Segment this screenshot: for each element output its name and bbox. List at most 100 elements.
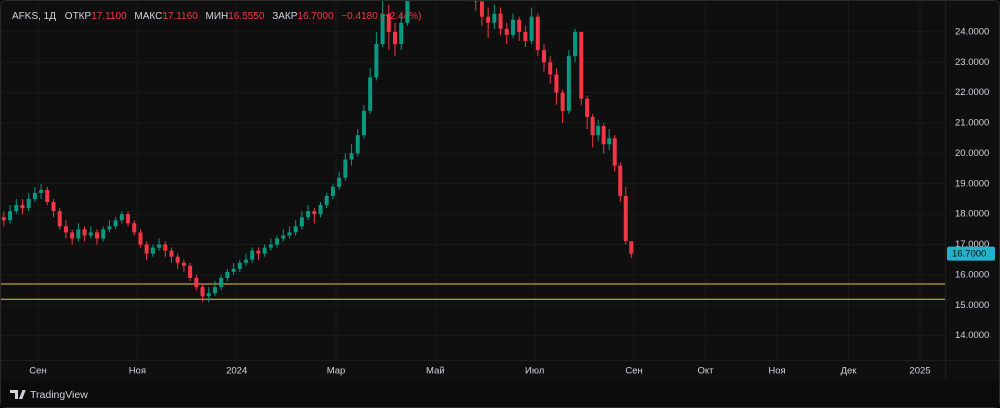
candle-body — [486, 16, 491, 23]
x-tick-label: 2024 — [226, 366, 247, 377]
candle-body — [293, 226, 298, 233]
footer — [1, 381, 999, 407]
candle-body — [175, 256, 180, 263]
high-value: 17.1160 — [162, 11, 198, 22]
candle-body — [312, 211, 317, 215]
candle-body — [601, 126, 606, 145]
candle-body — [330, 186, 335, 196]
candle-body — [101, 229, 106, 239]
candle-body — [138, 232, 143, 245]
open-value: 17.1100 — [91, 11, 127, 22]
candle-body — [70, 232, 75, 239]
y-tick-label: 16.0000 — [955, 269, 989, 280]
candle-body — [219, 277, 224, 288]
candle-body — [368, 77, 373, 111]
close-value: 16.7000 — [297, 11, 334, 22]
y-tick-label: 24.0000 — [955, 26, 989, 37]
candle-body — [243, 259, 248, 263]
candle-body — [88, 232, 93, 236]
candle-body — [523, 31, 528, 42]
candle-body — [324, 195, 329, 206]
candle-body — [32, 192, 37, 199]
candle-body — [504, 28, 509, 35]
candle-body — [299, 217, 304, 227]
candle-body — [548, 62, 553, 75]
y-tick-label: 22.0000 — [955, 87, 989, 98]
candle-body — [399, 22, 404, 45]
candle-body — [281, 235, 286, 239]
candle-body — [212, 287, 217, 294]
candle-body — [250, 250, 255, 260]
candle-body — [8, 211, 13, 221]
candle-body — [529, 16, 534, 42]
candle-body — [231, 268, 236, 272]
y-tick-label: 17.0000 — [955, 239, 989, 250]
y-tick-label: 20.0000 — [955, 148, 989, 159]
candle-body — [405, 1, 410, 23]
x-tick-label: Май — [426, 366, 445, 377]
candle-body — [590, 116, 595, 136]
candle-body — [76, 229, 81, 239]
candle-body — [542, 50, 547, 63]
open-label: ОТКР — [64, 11, 92, 22]
y-tick-label: 15.0000 — [955, 300, 989, 311]
candle-body — [225, 271, 230, 278]
candle-body — [169, 250, 174, 257]
candle-body — [579, 31, 584, 99]
change: −0.4180 (−2.44%) — [341, 11, 422, 22]
candle-body — [535, 16, 540, 51]
candle-body — [63, 226, 68, 233]
candle-body — [206, 293, 211, 297]
candle-body — [181, 262, 186, 266]
symbol: AFKS, 1Д — [12, 11, 57, 22]
candle-body — [26, 198, 31, 209]
candle-body — [393, 31, 398, 45]
x-tick-label: Мар — [327, 366, 346, 377]
candle-body — [337, 177, 342, 187]
candle-body — [20, 205, 25, 209]
candle-body — [306, 211, 311, 218]
candle-body — [492, 13, 497, 23]
candle-body — [275, 238, 280, 245]
brand-name: TradingView — [30, 389, 88, 401]
y-tick-label: 18.0000 — [955, 209, 989, 220]
y-tick-label: 14.0000 — [955, 330, 989, 341]
y-tick-label: 21.0000 — [955, 118, 989, 129]
candle-body — [150, 247, 155, 254]
candle-body — [623, 195, 628, 241]
candle-body — [355, 135, 360, 154]
candle-body — [612, 138, 617, 166]
candle-body — [287, 232, 292, 236]
candle-body — [82, 229, 87, 236]
candle-body — [107, 226, 112, 230]
brand-logo — [10, 390, 26, 399]
axes: 14.0000 15.0000 16.0000 17.0000 18.0000 19.00… — [29, 26, 995, 377]
candle-body — [517, 19, 522, 32]
x-tick-label: Ноя — [768, 366, 785, 377]
candle-body — [343, 159, 348, 178]
low-value: 16.5550 — [228, 11, 265, 22]
plot-area — [1, 1, 945, 303]
candle-body — [188, 265, 193, 278]
candle-body — [361, 110, 366, 136]
candle-body — [262, 247, 267, 254]
candle-body — [585, 98, 590, 117]
close-label: ЗАКР — [272, 11, 298, 22]
candle-body — [94, 232, 99, 239]
y-tick-label: 23.0000 — [955, 57, 989, 68]
candle-body — [132, 223, 137, 233]
x-tick-label: 2025 — [909, 366, 930, 377]
candle-body — [157, 244, 162, 248]
candle-body — [380, 13, 385, 45]
candle-body — [268, 244, 273, 248]
candle-body — [479, 1, 484, 17]
candle-body — [374, 44, 379, 78]
candle-body — [498, 13, 503, 29]
candle-body — [554, 74, 559, 93]
candle-body — [200, 287, 205, 297]
candle-body — [596, 126, 601, 136]
x-tick-label: Сен — [625, 366, 642, 377]
